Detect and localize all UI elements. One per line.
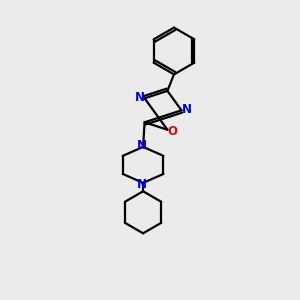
Text: N: N: [136, 139, 147, 152]
Text: N: N: [136, 178, 147, 190]
Text: N: N: [134, 91, 145, 103]
Text: N: N: [182, 103, 192, 116]
Text: O: O: [168, 125, 178, 138]
